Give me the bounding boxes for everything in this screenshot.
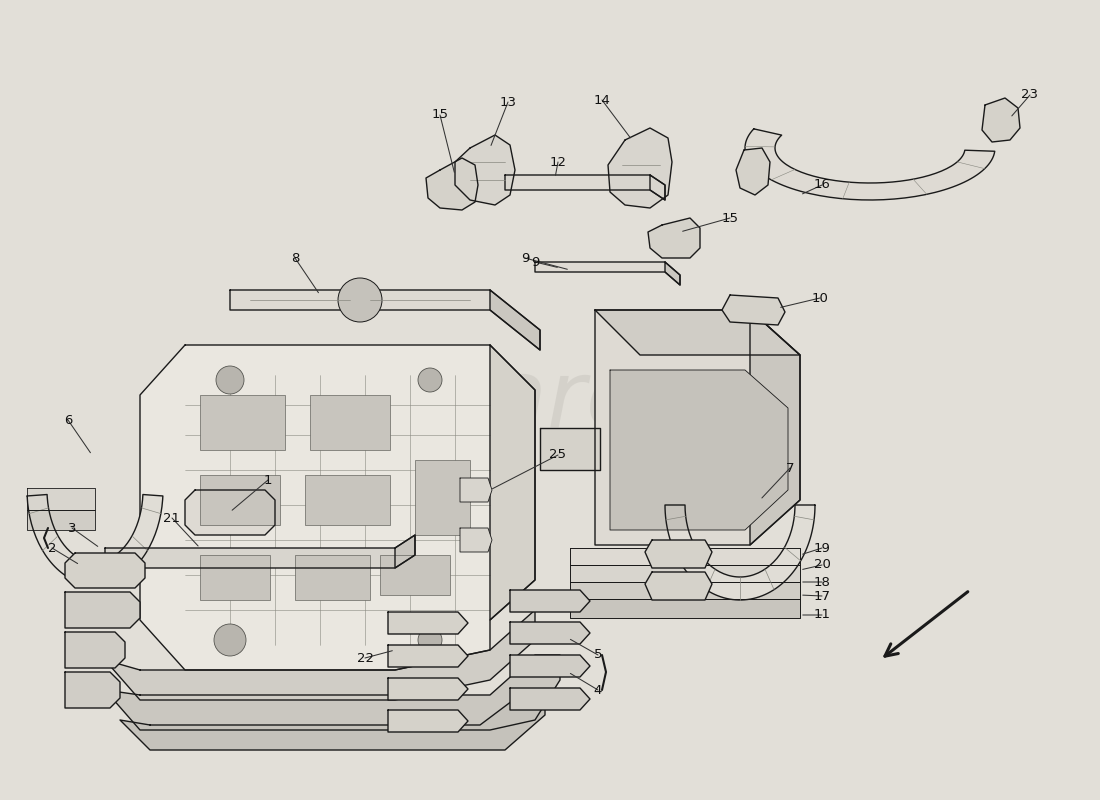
Polygon shape bbox=[595, 310, 800, 355]
Polygon shape bbox=[65, 672, 120, 708]
Text: 21: 21 bbox=[164, 511, 180, 525]
Text: 20: 20 bbox=[814, 558, 830, 571]
Polygon shape bbox=[510, 655, 590, 677]
Text: 1: 1 bbox=[264, 474, 273, 486]
Text: 13: 13 bbox=[499, 95, 517, 109]
Text: eurospares: eurospares bbox=[166, 354, 694, 446]
Circle shape bbox=[418, 368, 442, 392]
Polygon shape bbox=[460, 528, 492, 552]
Polygon shape bbox=[648, 218, 700, 258]
Polygon shape bbox=[120, 695, 544, 750]
Text: 9: 9 bbox=[520, 251, 529, 265]
Circle shape bbox=[214, 624, 246, 656]
Text: 15: 15 bbox=[431, 109, 449, 122]
Polygon shape bbox=[645, 540, 712, 568]
Polygon shape bbox=[65, 632, 125, 668]
Text: 22: 22 bbox=[356, 651, 374, 665]
Circle shape bbox=[216, 366, 244, 394]
Polygon shape bbox=[490, 345, 535, 620]
Text: 12: 12 bbox=[550, 155, 566, 169]
Polygon shape bbox=[982, 98, 1020, 142]
Text: 9: 9 bbox=[531, 255, 539, 269]
Polygon shape bbox=[570, 582, 800, 599]
Text: 5: 5 bbox=[594, 649, 603, 662]
Polygon shape bbox=[535, 262, 680, 285]
Text: 16: 16 bbox=[814, 178, 830, 191]
Polygon shape bbox=[595, 310, 800, 545]
Polygon shape bbox=[650, 175, 666, 200]
Polygon shape bbox=[455, 135, 515, 205]
Polygon shape bbox=[185, 490, 275, 535]
Circle shape bbox=[418, 628, 442, 652]
Text: 17: 17 bbox=[814, 590, 830, 602]
Text: 3: 3 bbox=[68, 522, 76, 534]
Polygon shape bbox=[750, 310, 800, 545]
Text: 8: 8 bbox=[290, 251, 299, 265]
Polygon shape bbox=[388, 678, 467, 700]
Polygon shape bbox=[510, 688, 590, 710]
Polygon shape bbox=[388, 612, 467, 634]
Polygon shape bbox=[395, 535, 415, 568]
Polygon shape bbox=[28, 494, 163, 585]
Polygon shape bbox=[104, 535, 415, 568]
Polygon shape bbox=[540, 428, 600, 470]
Polygon shape bbox=[388, 645, 467, 667]
Polygon shape bbox=[230, 290, 540, 350]
Polygon shape bbox=[745, 129, 994, 200]
Polygon shape bbox=[388, 710, 467, 732]
Polygon shape bbox=[140, 345, 535, 670]
Bar bbox=[379, 555, 450, 595]
Text: 15: 15 bbox=[722, 211, 738, 225]
Text: 7: 7 bbox=[785, 462, 794, 474]
Bar bbox=[200, 555, 270, 600]
Text: 2: 2 bbox=[47, 542, 56, 554]
Polygon shape bbox=[65, 592, 140, 628]
Polygon shape bbox=[570, 599, 800, 618]
Polygon shape bbox=[510, 590, 590, 612]
Polygon shape bbox=[426, 158, 478, 210]
Polygon shape bbox=[666, 262, 680, 285]
Polygon shape bbox=[505, 175, 666, 200]
Polygon shape bbox=[28, 488, 95, 510]
Bar bbox=[295, 555, 370, 600]
Polygon shape bbox=[722, 295, 785, 325]
Polygon shape bbox=[666, 505, 815, 600]
Polygon shape bbox=[610, 370, 788, 530]
Polygon shape bbox=[645, 572, 712, 600]
Text: 14: 14 bbox=[594, 94, 610, 106]
Text: 19: 19 bbox=[814, 542, 830, 554]
Text: 11: 11 bbox=[814, 609, 830, 622]
Polygon shape bbox=[570, 565, 800, 582]
Polygon shape bbox=[608, 128, 672, 208]
Polygon shape bbox=[460, 478, 492, 502]
Text: 10: 10 bbox=[812, 291, 828, 305]
Polygon shape bbox=[570, 548, 800, 565]
Text: 25: 25 bbox=[550, 449, 566, 462]
Bar bbox=[415, 460, 470, 535]
Bar bbox=[305, 475, 390, 525]
Polygon shape bbox=[510, 622, 590, 644]
Text: 4: 4 bbox=[594, 683, 602, 697]
Bar bbox=[310, 395, 390, 450]
Text: 18: 18 bbox=[814, 575, 830, 589]
Polygon shape bbox=[490, 290, 540, 350]
Polygon shape bbox=[65, 553, 145, 588]
Polygon shape bbox=[736, 148, 770, 195]
Text: 23: 23 bbox=[1022, 89, 1038, 102]
Text: 6: 6 bbox=[64, 414, 73, 426]
Polygon shape bbox=[104, 655, 560, 730]
Bar bbox=[200, 475, 280, 525]
Bar bbox=[200, 395, 285, 450]
Polygon shape bbox=[104, 610, 535, 700]
Polygon shape bbox=[28, 510, 95, 530]
Circle shape bbox=[338, 278, 382, 322]
